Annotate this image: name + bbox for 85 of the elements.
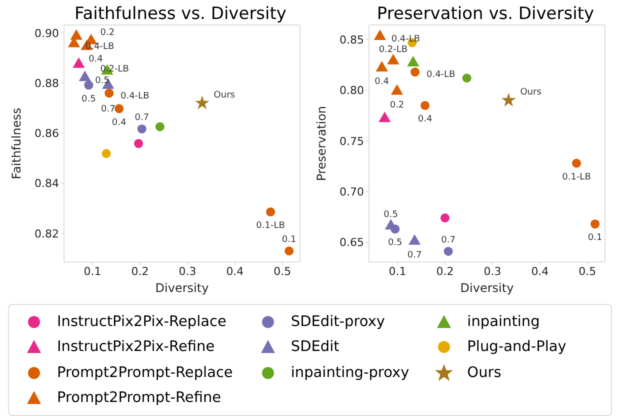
- x-tick-label: 0.3: [484, 264, 502, 278]
- point: [72, 57, 85, 68]
- legend-label: Ours: [467, 364, 502, 381]
- legend-label: Prompt2Prompt-Replace: [57, 364, 233, 381]
- y-axis-title: Preservation: [314, 106, 328, 182]
- y-tick-label: 0.65: [340, 236, 364, 250]
- x-tick-label: 0.5: [578, 264, 596, 278]
- annotation: 0.4-LB: [391, 34, 420, 45]
- annotation: 0.7: [134, 113, 150, 124]
- annotation: 0.2: [100, 28, 115, 38]
- y-tick-label: 0.70: [340, 185, 364, 198]
- point: [378, 112, 391, 122]
- annotation: 0.1: [282, 235, 296, 246]
- point: [420, 100, 430, 110]
- y-tick-label: 0.75: [340, 134, 364, 148]
- legend-label: Prompt2Prompt-Refine: [57, 390, 222, 406]
- x-tick-label: 0.4: [531, 264, 549, 278]
- x-axis-title: Diversity: [155, 281, 209, 295]
- x-tick-label: 0.5: [274, 264, 292, 278]
- annotation: 0.4: [112, 118, 127, 128]
- legend-label: SDEdit-proxy: [290, 314, 385, 330]
- point: [501, 92, 516, 106]
- point: [410, 68, 420, 77]
- chart-title: Faithfulness vs. Diversity: [74, 4, 288, 24]
- point: [440, 213, 450, 222]
- y-tick-label: 0.90: [34, 26, 59, 40]
- x-tick-label: 0.2: [131, 264, 149, 278]
- legend-label: InstructPix2Pix-Replace: [57, 314, 226, 330]
- point: [390, 84, 404, 95]
- point: [195, 96, 210, 110]
- point: [114, 104, 124, 114]
- y-tick-label: 0.84: [34, 177, 59, 190]
- chart-title: Preservation vs. Diversity: [376, 4, 596, 24]
- y-tick-label: 0.82: [34, 227, 59, 240]
- y-tick-label: 0.85: [340, 33, 364, 46]
- x-axis-title: Diversity: [460, 281, 514, 295]
- point: [387, 54, 400, 64]
- annotation: 0.4: [418, 114, 432, 125]
- annotation: 0.1-LB: [562, 172, 591, 182]
- annotation: 0.5: [384, 210, 398, 220]
- annotation: Ours: [520, 88, 542, 98]
- annotation: 0.4: [88, 54, 104, 64]
- point: [444, 246, 453, 256]
- annotation: 0.7: [100, 104, 116, 115]
- annotation: 0.4-LB: [426, 70, 456, 80]
- point: [78, 70, 91, 82]
- annotation: Ours: [214, 90, 236, 100]
- x-tick-label: 0.1: [388, 264, 406, 278]
- annotation: 0.2-LB: [378, 45, 408, 56]
- annotation: 0.4: [374, 77, 390, 88]
- x-tick-label: 0.2: [436, 264, 454, 278]
- point: [407, 56, 420, 66]
- y-tick-label: 0.88: [34, 77, 59, 90]
- point: [266, 207, 276, 216]
- point: [590, 220, 600, 229]
- y-tick-label: 0.80: [340, 84, 364, 98]
- point: [134, 138, 144, 148]
- point: [462, 74, 472, 83]
- annotation: 0.1: [588, 233, 602, 244]
- point: [137, 124, 146, 134]
- point: [70, 29, 82, 40]
- point: [572, 158, 582, 168]
- point: [155, 122, 164, 132]
- annotation: 0.7: [407, 250, 422, 260]
- annotation: 0.7: [441, 236, 456, 246]
- legend-label: inpainting-proxy: [290, 364, 410, 381]
- point: [374, 30, 386, 40]
- legend-label: SDEdit: [290, 339, 340, 356]
- legend-label: inpainting: [467, 314, 540, 330]
- annotation: 0.4-LB: [120, 91, 150, 102]
- annotation: 0.2: [390, 100, 404, 110]
- annotation: 0.5: [82, 94, 96, 104]
- point: [376, 60, 388, 72]
- legend-label: InstructPix2Pix-Refine: [57, 339, 215, 356]
- point: [102, 149, 111, 158]
- x-tick-label: 0.4: [226, 264, 244, 278]
- annotation: 0.5: [388, 238, 402, 248]
- legend-label: Plug-and-Play: [467, 339, 566, 356]
- point: [84, 80, 94, 90]
- point: [104, 88, 114, 98]
- y-axis-title: Faithfulness: [9, 108, 24, 180]
- y-tick-label: 0.86: [34, 127, 59, 140]
- annotation: 0.1-LB: [256, 221, 285, 232]
- x-tick-label: 0.1: [84, 264, 102, 278]
- x-tick-label: 0.3: [178, 264, 196, 278]
